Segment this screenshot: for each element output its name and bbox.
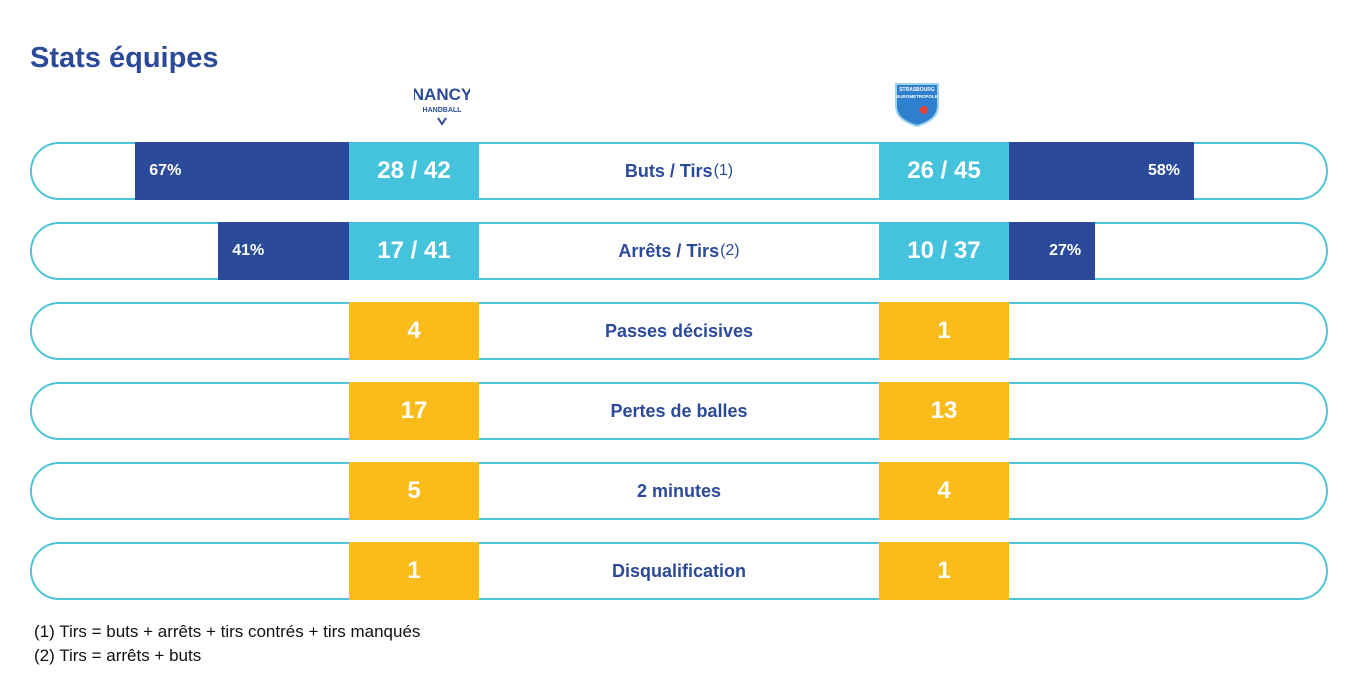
stat-label-text: Disqualification [611,560,746,581]
stat-label-text: Arrêts / Tirs [618,240,720,261]
stat-label-text: Pertes de balles [610,400,748,421]
home-value: 4 [349,302,479,360]
stat-label: Buts / Tirs (1) [479,142,879,200]
stat-label-text: Buts / Tirs [624,160,713,181]
away-logo: STRASBOURG EUROMETROPOLE [895,83,939,128]
home-value: 28 / 42 [349,142,479,200]
away-value: 1 [879,302,1009,360]
home-pct-bar: 67% [135,142,349,200]
away-pct-label: 27% [1049,242,1082,259]
footnote: (1) Tirs = buts + arrêts + tirs contrés … [34,622,421,641]
home-logo: NANCY HANDBALL [414,85,470,126]
stat-row [30,382,1328,440]
home-pct-label: 41% [232,242,265,259]
logo-text: NANCY [414,85,470,104]
logo-text: HANDBALL [423,107,463,114]
home-value: 17 / 41 [349,222,479,280]
stat-label: Arrêts / Tirs (2) [479,222,879,280]
stat-label: Disqualification [479,542,879,600]
away-value: 13 [879,382,1009,440]
away-pct-label: 58% [1147,162,1181,179]
home-value: 1 [349,542,479,600]
stat-label: 2 minutes [479,462,879,520]
stat-label: Pertes de balles [479,382,879,440]
stat-label: Passes décisives [479,302,879,360]
footnote: (2) Tirs = arrêts + buts [34,646,202,665]
stat-row [30,542,1328,600]
home-value: 5 [349,462,479,520]
logo-text: STRASBOURG [899,87,935,93]
stat-row [30,142,1328,200]
away-pct-bar: 27% [1009,222,1096,280]
home-value: 17 [349,382,479,440]
stat-label-text: Passes décisives [604,320,754,341]
stat-row [30,462,1328,520]
away-value: 26 / 45 [879,142,1009,200]
stat-label-text: 2 minutes [636,480,722,501]
home-pct-label: 67% [149,162,182,179]
stat-row [30,302,1328,360]
away-value: 10 / 37 [879,222,1009,280]
stat-note: (2) [720,242,740,259]
stat-note: (1) [713,162,734,179]
logo-text: EUROMETROPOLE [896,94,938,99]
away-value: 4 [879,462,1009,520]
away-pct-bar: 58% [1009,142,1195,200]
home-pct-bar: 41% [218,222,349,280]
title: Stats équipes [30,42,219,74]
away-value: 1 [879,542,1009,600]
stat-row [30,222,1328,280]
